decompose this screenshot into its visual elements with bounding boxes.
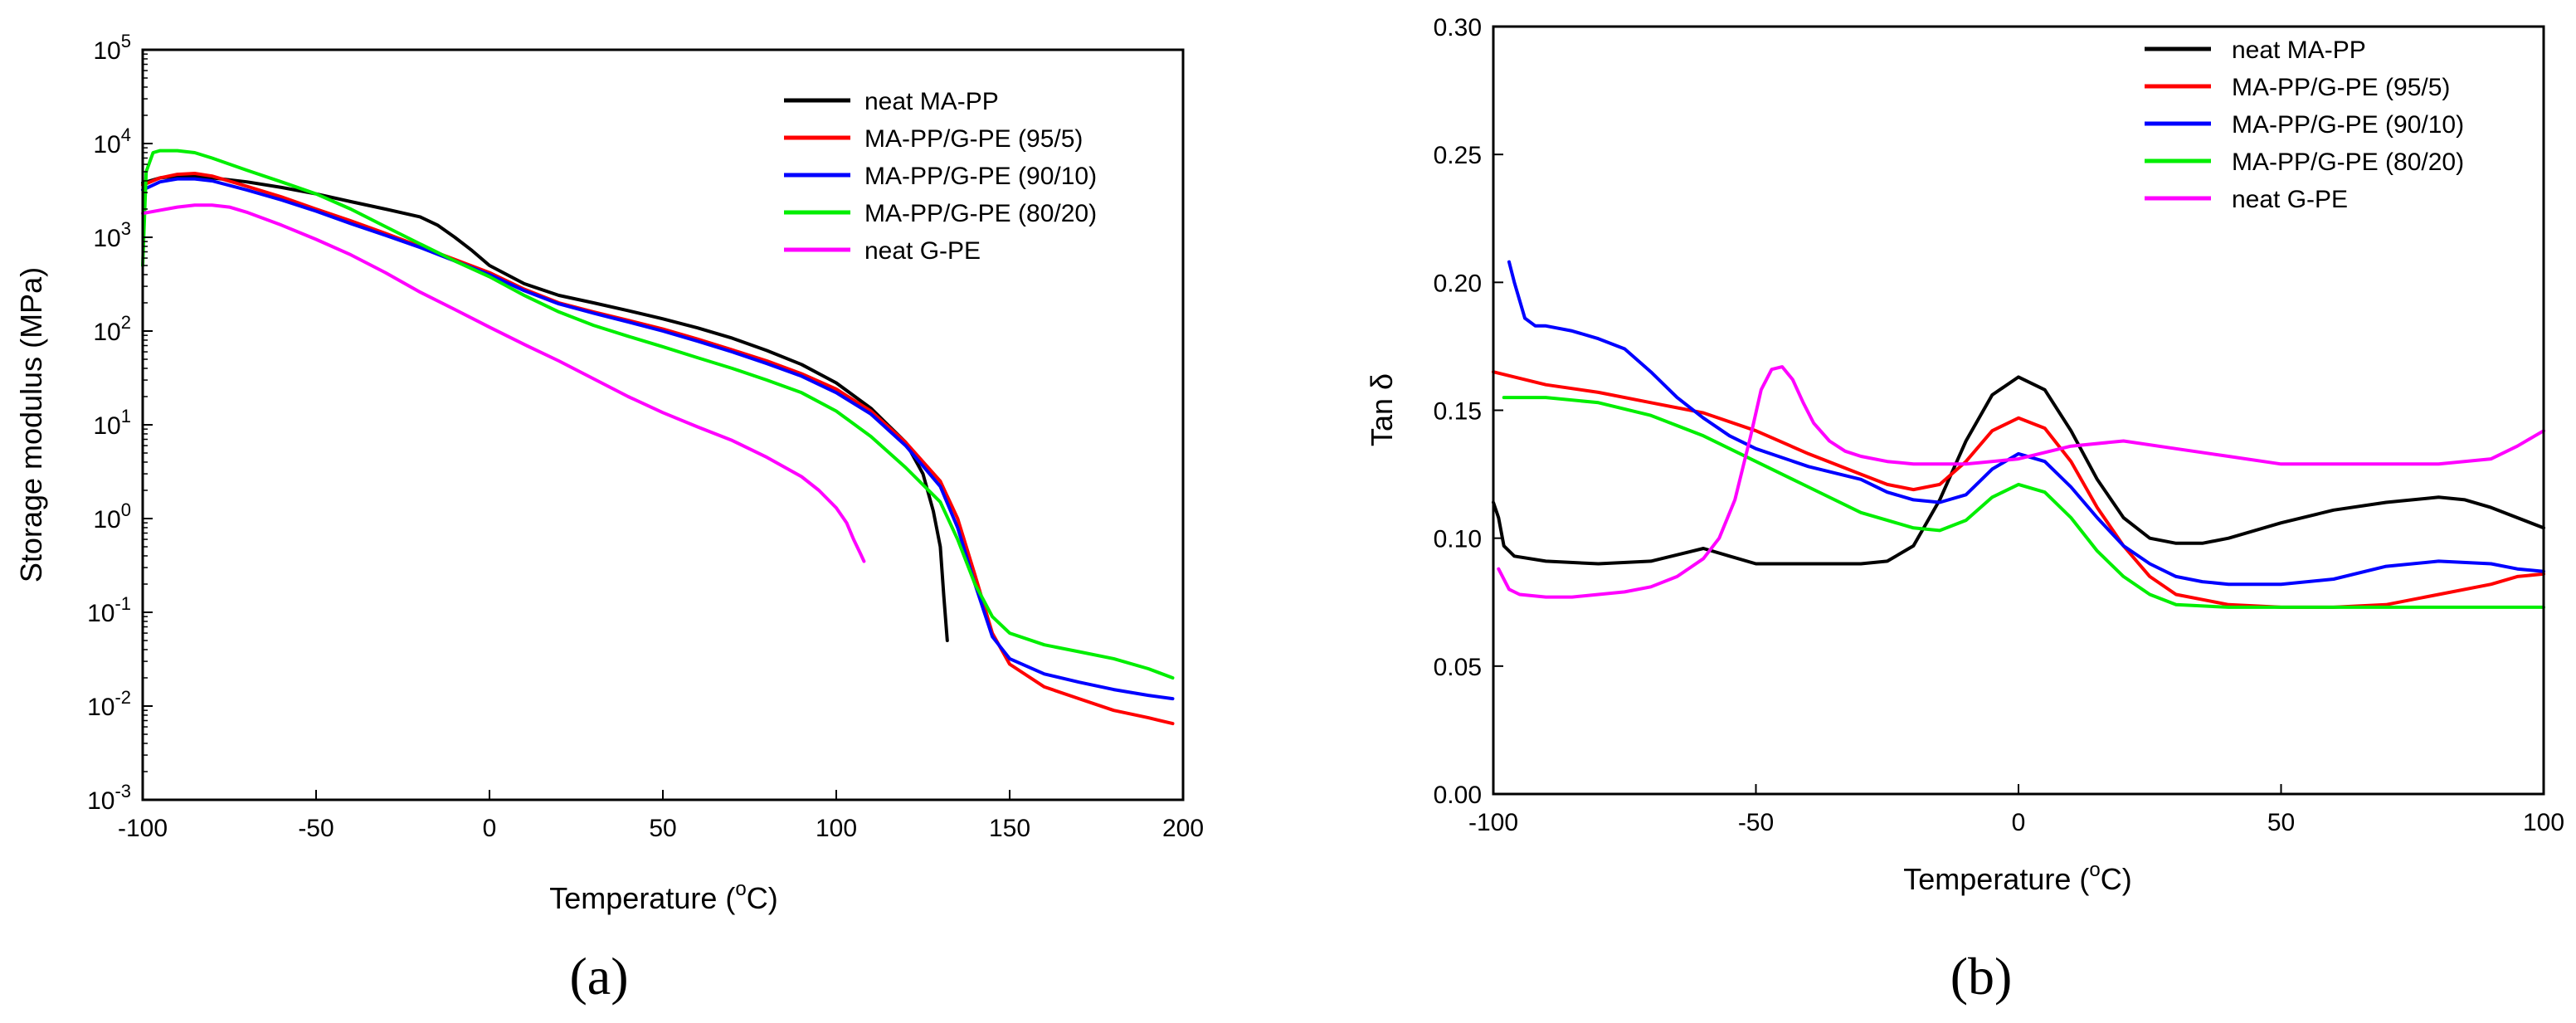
y-tick-label: 10-3	[87, 781, 131, 815]
x-tick-label: 0	[483, 815, 497, 842]
y-tick-label: 103	[93, 218, 131, 252]
legend-label: MA-PP/G-PE (80/20)	[864, 200, 1097, 227]
legend-label: MA-PP/G-PE (90/10)	[864, 163, 1097, 190]
series-line-a-1	[141, 174, 949, 642]
y-tick-label: 0.05	[1434, 654, 1482, 681]
legend-label: MA-PP/G-PE (95/5)	[2232, 74, 2450, 101]
y-tick-label: 0.15	[1434, 398, 1482, 426]
y-tick-label: 102	[93, 312, 131, 346]
x-tick-label: 200	[1162, 815, 1204, 842]
x-tick-label: 150	[989, 815, 1030, 842]
x-tick-label: -100	[1468, 809, 1518, 836]
y-axis-b: 0.00 0.05 0.10 0.15 0.20 0.25 0.30	[1434, 14, 1503, 809]
x-tick-label: 50	[649, 815, 676, 842]
x-axis-b: -100 -50 0 50 100	[1468, 784, 2564, 836]
legend-label: MA-PP/G-PE (90/10)	[2232, 111, 2464, 139]
y-axis-label-b: Tan δ	[1365, 373, 1399, 446]
y-tick-label: 100	[93, 499, 131, 533]
legend-label: MA-PP/G-PE (80/20)	[2232, 149, 2464, 176]
y-tick-label: 0.00	[1434, 782, 1482, 809]
legend-a: neat MA-PP MA-PP/G-PE (95/5) MA-PP/G-PE (9…	[784, 88, 1097, 265]
y-tick-label: 0.20	[1434, 270, 1482, 297]
x-tick-label: 100	[816, 815, 857, 842]
series-line-b-4	[1502, 396, 2545, 609]
panel-label-a: (a)	[569, 947, 628, 1006]
y-axis-a: 10-3 10-2 10-1 100 101 102 103 104 105	[87, 31, 153, 815]
tan-delta-chart: -100 -50 0 50 100 0.000.050.100.150.200.250.…	[1365, 14, 2564, 1006]
series-line-a-2	[141, 172, 1175, 726]
plot-frame-b	[1492, 25, 2545, 796]
x-tick-label: 0	[2012, 809, 2026, 836]
legend-label: neat MA-PP	[2232, 37, 2366, 64]
series-line-b-5	[1497, 365, 2545, 599]
legend-b: neat MA-PP MA-PP/G-PE (95/5) MA-PP/G-PE (9…	[2145, 37, 2464, 213]
y-tick-label: 0.25	[1434, 142, 1482, 169]
y-tick-label: 104	[93, 124, 131, 158]
x-tick-label: 50	[2267, 809, 2295, 836]
x-axis-label-a: Temperature (oC)	[549, 878, 777, 915]
panel-label-b: (b)	[1950, 947, 2013, 1006]
legend-label: neat G-PE	[864, 237, 981, 265]
y-tick-label: 0.30	[1434, 14, 1482, 41]
legend-label: neat G-PE	[2232, 186, 2348, 213]
y-tick-label: 0.10	[1434, 526, 1482, 553]
series-line-a-3	[141, 177, 1175, 701]
legend-label: neat MA-PP	[864, 88, 999, 115]
series-line-a-5	[141, 203, 866, 563]
series-layer-b	[1492, 260, 2545, 609]
x-tick-label: -50	[1738, 809, 1774, 836]
series-line-b-3	[1507, 260, 2545, 587]
y-tick-label: 10-2	[87, 687, 131, 721]
x-axis-a: -100 -50 0 50 100 150 200	[118, 790, 1204, 842]
x-tick-label: -50	[298, 815, 334, 842]
series-layer-a	[141, 149, 1175, 726]
series-line-a-4	[141, 149, 1175, 680]
y-tick-label: 10-1	[87, 593, 131, 627]
series-line-b-1	[1492, 375, 2545, 566]
storage-modulus-chart: -100 -50 0 50 100 150 200 10-310-210-110010110…	[14, 31, 1204, 1006]
x-axis-label-b: Temperature (oC)	[1903, 859, 2131, 896]
legend-label: MA-PP/G-PE (95/5)	[864, 125, 1083, 153]
y-axis-label-a: Storage modulus (MPa)	[14, 267, 48, 582]
series-line-b-2	[1492, 370, 2545, 609]
x-tick-label: 100	[2523, 809, 2564, 836]
x-tick-label: -100	[118, 815, 168, 842]
y-tick-label: 101	[93, 406, 131, 440]
y-tick-label: 105	[93, 31, 131, 65]
